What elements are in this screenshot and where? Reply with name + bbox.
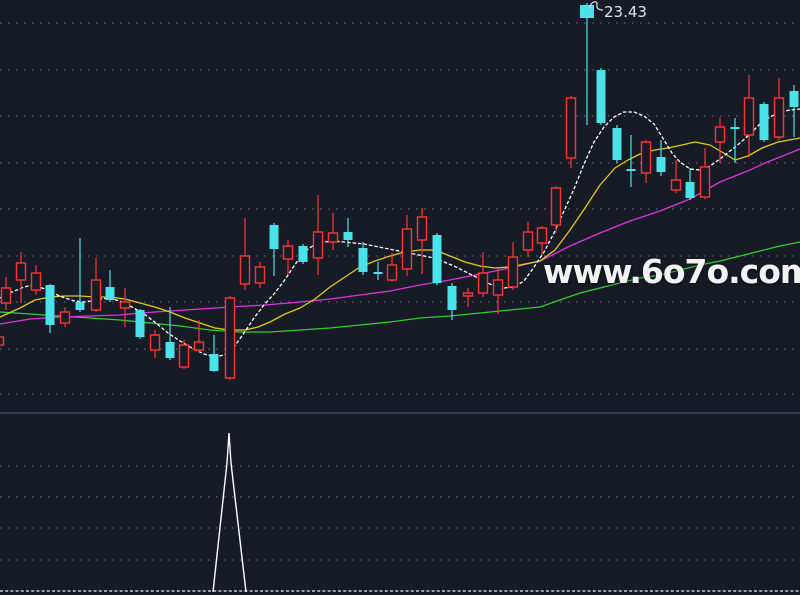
- candle-body-up: [254, 266, 266, 284]
- candle-body-up: [178, 344, 190, 368]
- candle-body-down: [343, 232, 353, 240]
- grid-lines: [0, 22, 800, 561]
- candle-body-up: [193, 341, 205, 351]
- signal-spike: [212, 432, 247, 593]
- candle-body-down: [358, 248, 368, 272]
- candle-body-up: [282, 245, 294, 260]
- candle-body-up: [477, 272, 489, 294]
- candle-body-up: [640, 141, 652, 174]
- candle-body-up: [224, 297, 236, 379]
- candle-body-down: [612, 128, 622, 160]
- ma-green-line: [0, 241, 800, 333]
- candle-body-up: [15, 262, 27, 281]
- candle-body-down: [759, 104, 769, 140]
- candle-body-up: [0, 336, 5, 346]
- candle-body-up: [670, 179, 682, 191]
- candle-body-up: [0, 287, 12, 304]
- candle-body-down: [135, 310, 145, 337]
- candle-body-down: [105, 287, 115, 300]
- candle-body-down: [730, 127, 740, 129]
- candle-body-down: [269, 225, 279, 249]
- candle-body-up: [714, 126, 726, 143]
- candle-body-up: [401, 228, 413, 270]
- candle-body-down: [685, 182, 695, 198]
- candle-body-down: [298, 246, 308, 262]
- candle-body-up: [90, 279, 102, 311]
- ma-white-line: [0, 108, 800, 358]
- candle-body-down: [656, 157, 666, 172]
- price-label: 23.43: [604, 3, 647, 21]
- candle-body-down: [432, 235, 442, 283]
- candle-body-down: [209, 354, 219, 371]
- candle-body-up: [149, 334, 161, 351]
- candle-body-up: [119, 301, 131, 309]
- candle-body-up: [327, 232, 339, 243]
- candle-body-up: [416, 216, 428, 241]
- candle-body-up: [507, 256, 519, 288]
- candle-body-up: [312, 231, 324, 259]
- candle-body-down: [75, 302, 85, 310]
- candle-body-up: [550, 187, 562, 226]
- candle-body-up: [522, 231, 534, 251]
- candle-body-down: [596, 70, 606, 123]
- candle-body-up: [699, 166, 711, 198]
- watermark: www.6o7o.com: [543, 252, 800, 291]
- candle-body-down: [580, 5, 594, 18]
- price-label-leader-icon: [589, 1, 604, 11]
- candle-body-up: [565, 97, 577, 159]
- candle-body-up: [743, 97, 755, 136]
- candle-body-down: [789, 91, 799, 107]
- candle-body-up: [59, 311, 71, 324]
- candle-body-up: [492, 279, 504, 296]
- candle-body-up: [773, 97, 785, 138]
- candle-body-down: [165, 342, 175, 358]
- candle-body-down: [373, 272, 383, 274]
- candle-body-down: [45, 285, 55, 325]
- candle-body-up: [30, 272, 42, 291]
- candles: [0, 3, 799, 380]
- candle-body-up: [462, 292, 474, 297]
- candle-body-up: [536, 227, 548, 244]
- candle-body-up: [239, 255, 251, 285]
- candle-body-down: [447, 286, 457, 310]
- candle-body-down: [626, 169, 636, 171]
- candle-body-up: [386, 264, 398, 281]
